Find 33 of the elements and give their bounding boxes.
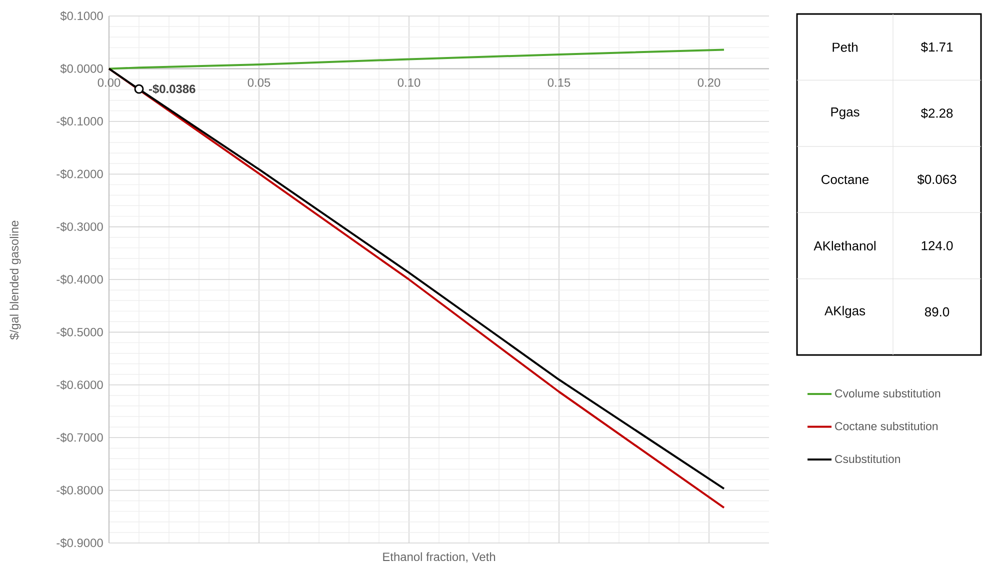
y-axis-title: $/gal blended gasoline [10,220,21,340]
text: $2.28 [920,108,953,119]
y-tick-label: -$0.4000 [56,274,103,284]
text: $1.71 [920,42,953,52]
annotation: -$0.0386 [148,84,196,94]
y-tick-label: -$0.9000 [56,538,103,548]
x-tick-label: 0.05 [248,78,270,87]
text: 89.0 [924,307,950,316]
y-tick-label: -$0.2000 [56,169,103,179]
x-tick-label: 0.10 [398,78,420,87]
x-tick-label: 0.20 [698,78,720,87]
y-tick-label: -$0.1000 [56,116,103,126]
text: Pgas [831,108,860,120]
y-tick-label: -$0.6000 [56,380,103,390]
text: $0.063 [917,174,956,185]
text: Coctane [822,174,869,184]
text: 124.0 [922,241,953,250]
legend-label: Csubstitution [835,454,900,464]
x-axis-title: Ethanol fraction, Veth [383,552,496,562]
line-series [108,48,726,70]
text: Peth [832,42,858,52]
y-tick-label: -$0.5000 [56,327,103,338]
y-tick-label: $0.1000 [60,11,103,21]
y-tick-label: $0.0000 [60,64,103,74]
x-tick-label: 0.00 [98,78,120,87]
text: AKlethanol [814,240,876,250]
text: AKlgas [824,306,866,318]
y-tick-label: -$0.3000 [56,222,103,232]
y-tick-label: -$0.7000 [56,432,103,442]
x-tick-label: 0.15 [548,78,570,87]
legend-label: Cvolume substitution [835,389,940,398]
y-tick-label: -$0.8000 [56,485,103,496]
legend-label: Coctane substitution [835,422,938,430]
